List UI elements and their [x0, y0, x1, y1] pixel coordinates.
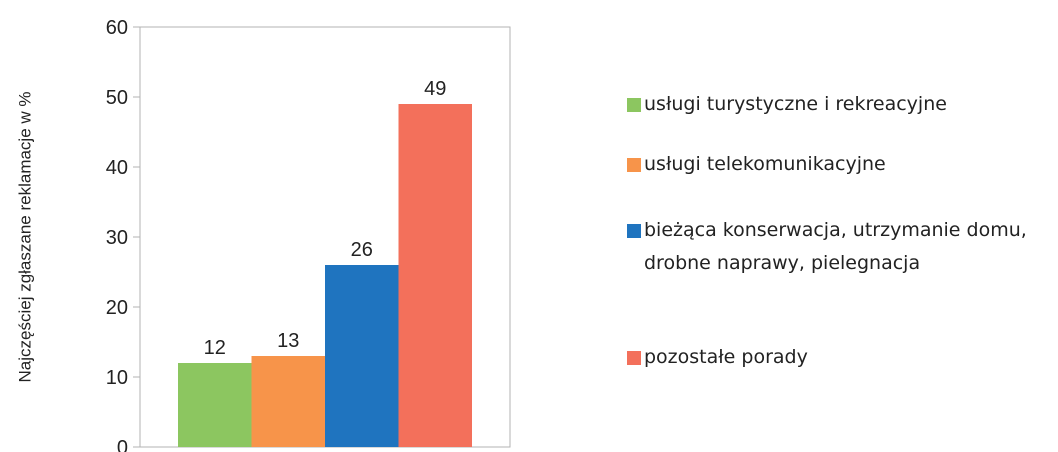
legend-item: bieżąca konserwacja, utrzymanie domu, dr…	[627, 214, 1052, 280]
legend-label: bieżąca konserwacja, utrzymanie domu, dr…	[644, 219, 1027, 274]
y-tick-label: 0	[117, 437, 128, 452]
y-tick-label: 30	[106, 227, 128, 249]
y-axis-label: Najczęściej zgłaszane reklamacje w %	[15, 91, 34, 382]
bar	[178, 363, 252, 447]
y-tick-label: 60	[106, 17, 128, 39]
legend-swatch	[627, 224, 641, 238]
value-label: 26	[351, 239, 373, 261]
legend-item: pozostałe porady	[627, 341, 1052, 374]
legend-swatch	[627, 158, 641, 172]
legend-swatch	[627, 351, 641, 365]
y-tick-label: 20	[106, 297, 128, 319]
legend-item: usługi turystyczne i rekreacyjne	[627, 88, 1052, 121]
legend-label: usługi turystyczne i rekreacyjne	[644, 93, 947, 115]
legend-item: usługi telekomunikacyjne	[627, 148, 1052, 181]
bar	[325, 265, 399, 447]
value-label: 49	[424, 78, 446, 100]
value-label: 13	[277, 330, 299, 352]
y-tick-label: 10	[106, 367, 128, 389]
bar	[398, 104, 472, 447]
legend-swatch	[627, 98, 641, 112]
value-label: 12	[204, 337, 226, 359]
legend-label: pozostałe porady	[644, 346, 808, 368]
y-tick-label: 50	[106, 87, 128, 109]
y-tick-label: 40	[106, 157, 128, 179]
legend-label: usługi telekomunikacyjne	[644, 153, 886, 175]
bar	[251, 356, 325, 447]
